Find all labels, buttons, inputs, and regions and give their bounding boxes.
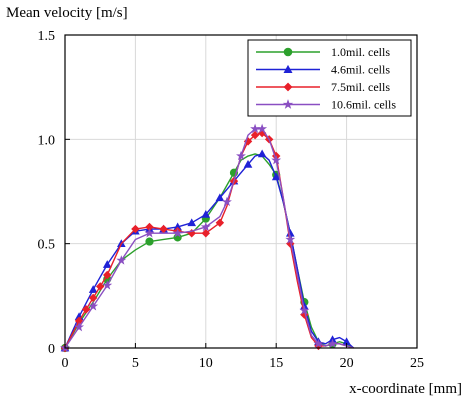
data-point-star [285, 234, 296, 244]
y-tick-label: 0.5 [38, 238, 56, 253]
data-point-triangle [187, 218, 197, 227]
data-point-diamond [81, 305, 91, 314]
data-point-star [102, 280, 113, 290]
data-point-triangle [271, 172, 281, 181]
data-point-star [313, 338, 324, 349]
series-1 [60, 153, 354, 353]
data-point-diamond [283, 82, 293, 92]
data-point-triangle [215, 193, 225, 202]
data-point-star [172, 228, 183, 238]
data-point-star [257, 123, 268, 134]
legend-label: 7.5mil. cells [331, 80, 390, 94]
data-point-star [327, 338, 338, 349]
legend-label: 1.0mil. cells [331, 45, 390, 59]
data-point-star [221, 196, 232, 207]
x-tick-label: 25 [410, 356, 424, 371]
data-point-circle [145, 237, 154, 246]
legend-item: 1.0mil. cells [256, 45, 390, 59]
data-point-triangle [102, 260, 112, 268]
data-point-star [116, 255, 127, 265]
data-point-diamond [250, 130, 260, 140]
data-point-star [88, 301, 99, 311]
data-point-diamond [95, 282, 105, 291]
data-point-star [271, 154, 282, 165]
data-point-diamond [243, 137, 253, 146]
series-4 [60, 123, 354, 353]
series-line [64, 128, 354, 349]
data-point-triangle [283, 64, 293, 73]
data-point-star [282, 99, 294, 109]
data-point-triangle [257, 149, 267, 158]
data-point-star [144, 228, 155, 238]
x-tick-label: 20 [340, 356, 354, 371]
series-line [64, 153, 354, 349]
legend-label: 10.6mil. cells [331, 98, 396, 112]
data-point-diamond [201, 229, 211, 238]
data-point-star [74, 321, 85, 332]
data-point-diamond [215, 218, 225, 228]
y-tick-label: 0 [48, 342, 55, 357]
series-line [64, 153, 355, 349]
plot-area-frame [64, 34, 418, 349]
y-tick-label: 1.5 [38, 29, 56, 44]
data-point-diamond [131, 224, 140, 234]
x-tick-label: 5 [132, 356, 139, 371]
data-point-triangle [88, 285, 98, 293]
tick-labels: 0 5 10 15 20 25 0 0.5 1.0 1.5 [38, 29, 425, 371]
x-tick-label: 10 [199, 356, 213, 371]
data-point-star [200, 221, 211, 232]
y-axis-label: Mean velocity [m/s] [6, 5, 128, 21]
series-3 [60, 128, 354, 353]
legend-item: 7.5mil. cells [256, 80, 390, 94]
data-point-diamond [103, 270, 112, 280]
x-axis-label: x-coordinate [mm] [349, 381, 462, 397]
y-tick-label: 1.0 [38, 133, 56, 148]
data-point-star [299, 305, 310, 315]
series-line [64, 132, 354, 349]
legend-item: 4.6mil. cells [256, 63, 390, 77]
legend: 1.0mil. cells 4.6mil. cells 7.5mil. cells 1… [247, 39, 412, 117]
legend-item: 10.6mil. cells [256, 98, 396, 112]
series-layer [60, 123, 355, 353]
data-point-star [236, 150, 246, 161]
data-point-triangle [243, 159, 253, 168]
data-point-circle [283, 47, 293, 57]
legend-label: 4.6mil. cells [331, 63, 390, 77]
x-tick-label: 0 [62, 356, 69, 371]
data-point-triangle [201, 210, 211, 218]
x-tick-label: 15 [269, 356, 283, 371]
